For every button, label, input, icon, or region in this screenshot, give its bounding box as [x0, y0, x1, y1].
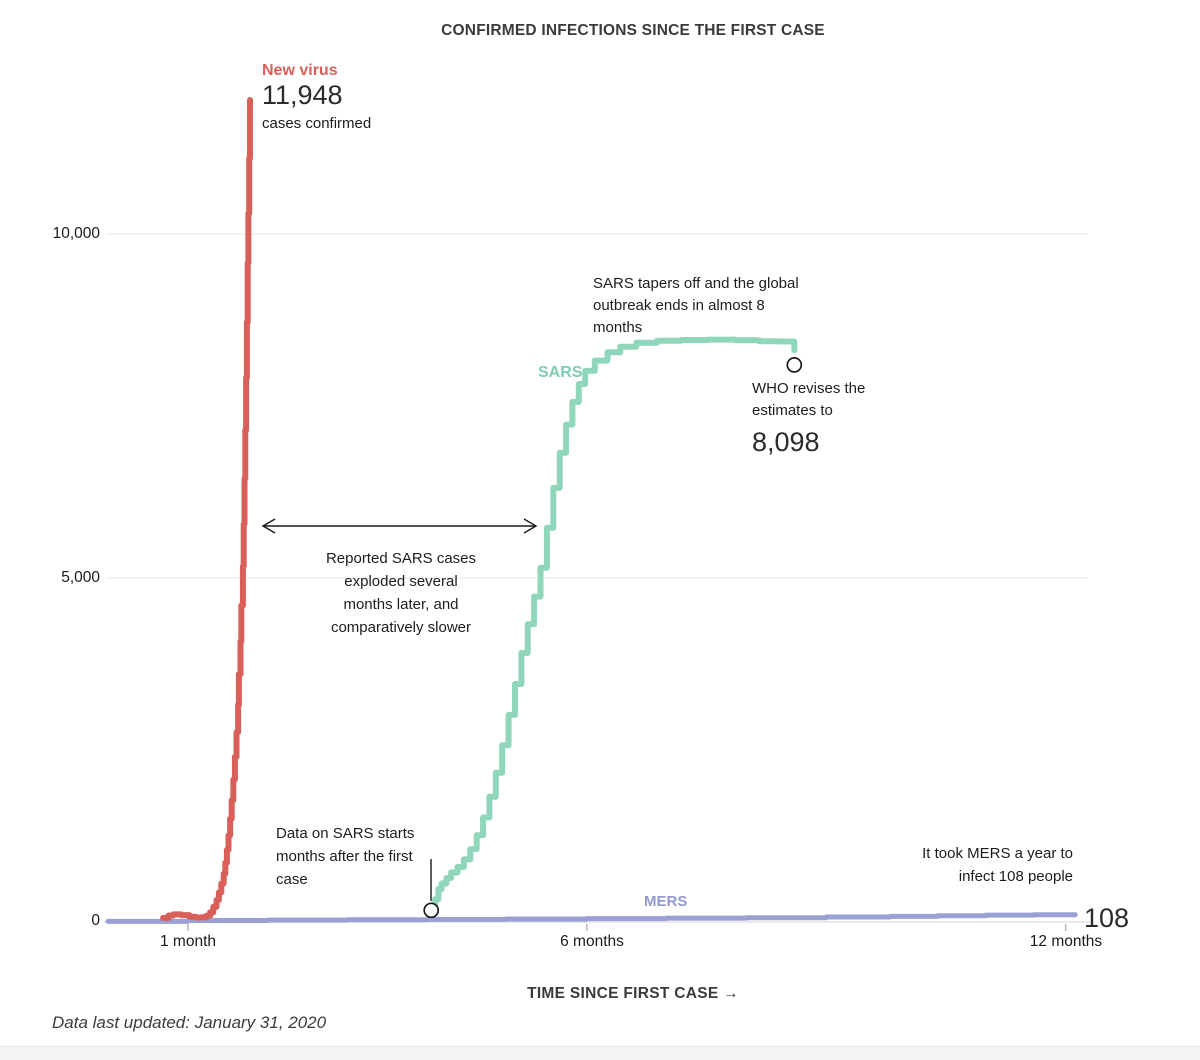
new-virus-case-count: 11,948 — [262, 80, 343, 110]
sars-data-starts-annotation: Data on SARS starts months after the fir… — [276, 825, 415, 888]
arrowhead-left-icon — [261, 518, 276, 534]
y-tick-10000: 10,000 — [52, 225, 100, 242]
series-line-sars — [428, 336, 798, 914]
x-tick-6-months: 6 months — [560, 933, 624, 950]
new-virus-caption: cases confirmed — [262, 115, 372, 132]
y-tick-0: 0 — [91, 912, 100, 929]
sars-tapers-annotation: SARS tapers off and the global outbreak … — [593, 275, 799, 336]
y-tick-5000: 5,000 — [61, 569, 100, 586]
page-bottom-edge — [0, 1046, 1200, 1060]
mers-final-value: 108 — [1084, 903, 1130, 933]
who-revised-value: 8,098 — [752, 427, 820, 457]
x-axis-title: TIME SINCE FIRST CASE → — [527, 985, 739, 1002]
x-tick-1-month: 1 month — [159, 933, 216, 950]
arrowhead-right-icon — [523, 518, 538, 534]
marker-circle — [423, 902, 440, 919]
series-line-mers — [105, 912, 1078, 924]
x-tick-12-months: 12 months — [1029, 933, 1103, 950]
chart-title: CONFIRMED INFECTIONS SINCE THE FIRST CAS… — [441, 22, 825, 39]
new-virus-callout: New virus 11,948 cases confirmed — [262, 61, 371, 133]
new-virus-series-label: New virus — [262, 62, 338, 79]
sars-series-label: SARS — [538, 364, 583, 381]
who-revises-annotation: WHO revises the estimates to — [752, 380, 866, 419]
data-updated-note: Data last updated: January 31, 2020 — [52, 1013, 327, 1032]
series-line-new-virus — [160, 97, 253, 921]
sars-exploded-annotation: Reported SARS cases exploded several mon… — [325, 550, 477, 636]
mers-series-label: MERS — [644, 893, 688, 910]
mers-note-annotation: It took MERS a year to infect 108 people — [922, 845, 1073, 885]
marker-circle — [786, 357, 803, 373]
